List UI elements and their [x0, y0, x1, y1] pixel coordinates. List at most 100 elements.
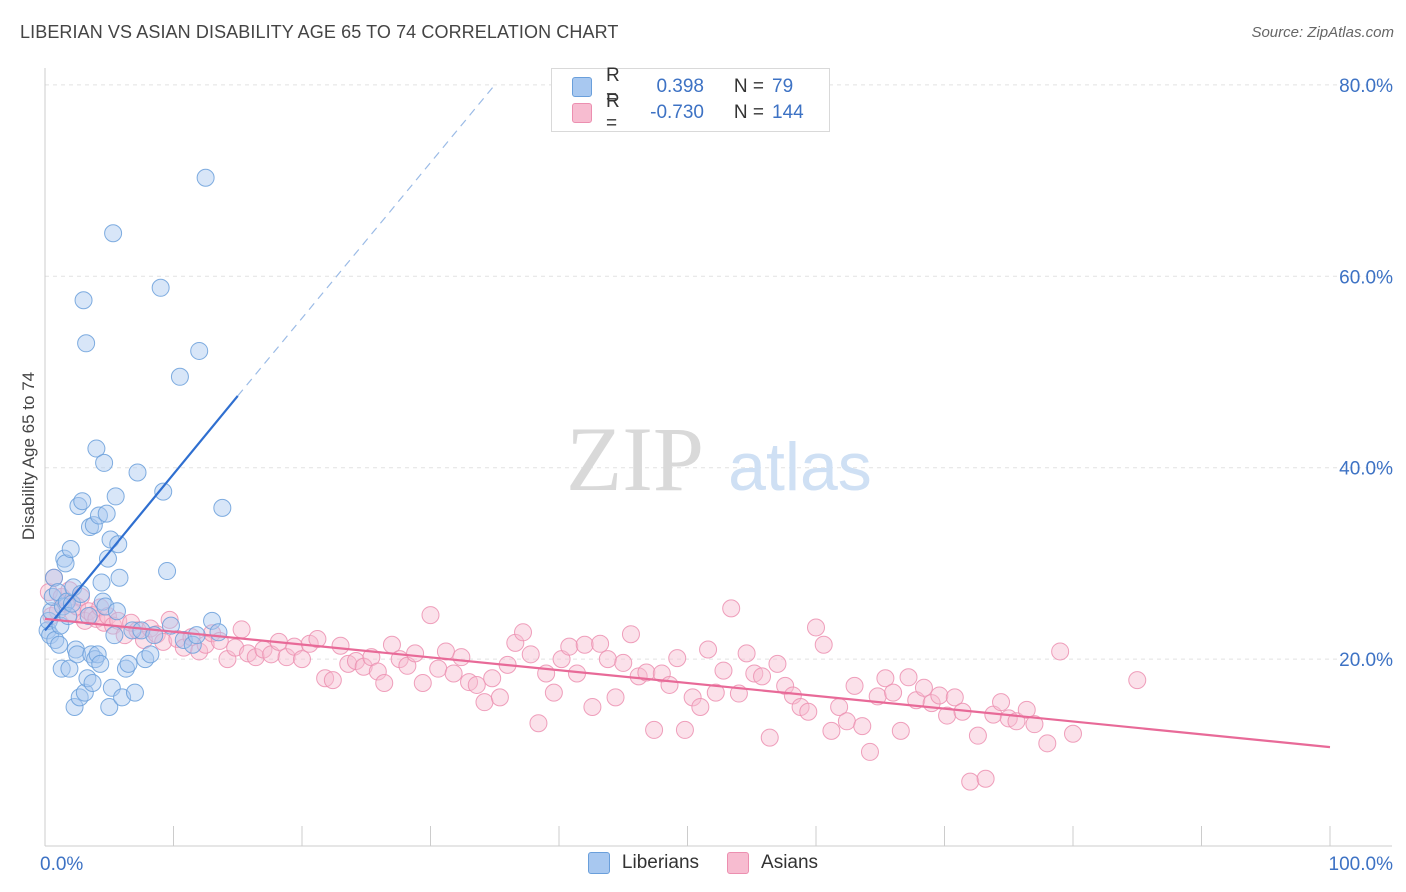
asian-point — [706, 683, 725, 702]
axes — [44, 68, 1392, 847]
chart-title: LIBERIAN VS ASIAN DISABILITY AGE 65 TO 7… — [20, 22, 619, 42]
asian-point — [614, 653, 633, 672]
liberian-point — [170, 367, 189, 386]
liberian-point — [110, 568, 129, 587]
liberian-point — [183, 635, 202, 654]
liberian-point — [79, 607, 98, 626]
asian-point — [768, 654, 787, 673]
grid-lines — [45, 84, 1392, 660]
liberian-point — [70, 688, 89, 707]
asian-point — [1064, 724, 1082, 743]
legend-swatch-liberians — [572, 77, 592, 97]
asian-point — [683, 688, 702, 707]
asian-point — [246, 648, 265, 667]
asian-point — [753, 667, 772, 686]
asian-point — [598, 650, 617, 669]
asian-point — [375, 674, 394, 693]
liberian-point — [116, 659, 135, 678]
asian-point — [938, 706, 957, 725]
y-tick-label: 20.0% — [1339, 650, 1393, 671]
asian-point — [544, 683, 563, 702]
liberian-point — [106, 487, 125, 506]
liberian-point — [56, 554, 75, 573]
liberian-point — [119, 654, 138, 673]
legend-r-value: 0.398 — [656, 76, 704, 97]
asian-point — [884, 683, 903, 702]
liberian-point — [209, 623, 228, 642]
liberian-point — [62, 594, 81, 613]
asian-point — [316, 669, 335, 688]
liberian-point — [77, 334, 96, 353]
liberian-point — [196, 168, 215, 187]
trend-lines — [44, 84, 1331, 749]
asian-point — [722, 599, 741, 618]
source-label: Source: ZipAtlas.com — [1251, 24, 1394, 41]
asian-point — [968, 726, 987, 745]
asian-point — [1025, 715, 1044, 734]
legend-swatch-liberians — [587, 852, 610, 874]
asian-point — [992, 693, 1011, 712]
legend-n-value: 144 — [772, 102, 804, 123]
liberian-point — [65, 697, 84, 716]
liberian-point — [136, 650, 155, 669]
asian-point — [308, 630, 327, 649]
liberian-point — [73, 492, 92, 511]
asian-point — [506, 633, 525, 652]
liberian-point — [203, 611, 222, 630]
asian-point — [675, 720, 694, 739]
asian-point — [814, 635, 833, 654]
asian-point — [591, 634, 610, 653]
x-tick-label: 0.0% — [40, 854, 83, 875]
legend-n-label: N = — [733, 102, 764, 123]
legend-n-value: 79 — [772, 76, 794, 97]
legend-row-asians: R = -0.730 N = 144 — [572, 91, 804, 134]
liberian-point — [52, 659, 71, 678]
asian-point — [776, 676, 795, 695]
liberian-point — [128, 463, 147, 482]
asian-point — [853, 717, 872, 736]
legend-label-liberians: Liberians — [621, 852, 700, 873]
liberian-point — [96, 597, 115, 616]
y-tick-label: 80.0% — [1339, 76, 1393, 97]
liberian-point — [68, 645, 87, 664]
asian-point — [429, 659, 448, 678]
liberian-point — [97, 504, 116, 523]
liberian-point — [50, 635, 69, 654]
asian-point — [737, 644, 756, 663]
axis-labels: 20.0% 40.0% 60.0% 80.0% 0.0% 100.0% Disability… — [19, 76, 1393, 875]
x-tick-label: 100.0% — [1329, 854, 1394, 875]
asian-point — [413, 674, 432, 693]
asian-point — [1038, 734, 1057, 753]
asian-point — [860, 742, 879, 761]
liberian-point — [74, 291, 93, 310]
asian-point — [1128, 671, 1147, 690]
asian-point — [421, 606, 440, 625]
asian-point — [196, 635, 215, 654]
liberian-point — [98, 549, 117, 568]
legend-r-label: R = — [606, 91, 620, 134]
legend-row-liberians: R = 0.398 N = 79 — [572, 65, 794, 108]
legend-item-liberians: Liberians — [587, 852, 700, 874]
asian-point — [621, 625, 640, 644]
legend-r-label: R = — [606, 65, 620, 108]
asian-point — [1051, 642, 1070, 661]
asian-point — [331, 636, 350, 655]
liberian-point — [100, 697, 119, 716]
y-tick-label: 60.0% — [1339, 267, 1393, 288]
asian-point — [406, 644, 425, 663]
asian-point — [760, 728, 779, 747]
asian-point — [514, 623, 533, 642]
asian-point — [945, 688, 964, 707]
asian-point — [876, 669, 895, 688]
legend-swatch-asians — [727, 852, 750, 874]
asian-point — [645, 720, 664, 739]
data-points — [38, 168, 1147, 791]
asian-point — [699, 640, 718, 659]
legend-item-asians: Asians — [727, 852, 818, 874]
asian-point — [583, 697, 602, 716]
liberian-point — [104, 224, 123, 243]
asian-point — [837, 712, 856, 731]
asian-point — [490, 688, 509, 707]
asian-point — [845, 676, 864, 695]
y-axis-title: Disability Age 65 to 74 — [19, 372, 38, 540]
